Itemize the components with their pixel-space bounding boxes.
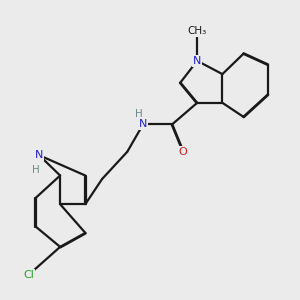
Text: O: O (179, 147, 188, 157)
Text: Cl: Cl (23, 270, 34, 280)
Text: H: H (32, 165, 40, 175)
Text: N: N (193, 56, 201, 66)
Text: CH₃: CH₃ (188, 26, 207, 36)
Text: H: H (135, 109, 143, 119)
Text: N: N (139, 119, 147, 130)
Text: N: N (35, 150, 43, 160)
